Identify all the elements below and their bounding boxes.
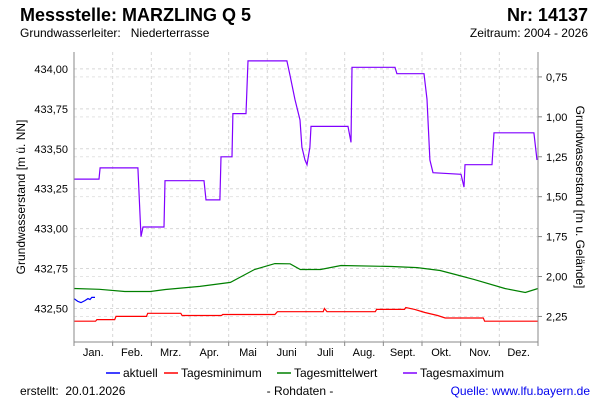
y2-tick-label: 1,00 <box>546 112 567 124</box>
series-line-tagesmaximum <box>74 60 538 237</box>
y-axis-label: Grundwasserstand [m ü. NN] <box>14 120 28 275</box>
y2-axis-label: Grundwasserstand [m u. Gelände] <box>573 106 587 289</box>
y2-tick-label: 1,75 <box>546 232 567 244</box>
aquifer-label: Grundwasserleiter: Niederterrasse <box>20 26 210 40</box>
x-tick-label: Juni <box>277 347 297 359</box>
axes: 432,50 432,75 433,00 433,25 433,50 433,75 434,… <box>34 52 567 359</box>
x-tick-label: Jan. <box>83 347 104 359</box>
y2-tick-label: 0,75 <box>546 72 567 84</box>
x-tick-label: Nov. <box>469 347 491 359</box>
x-tick-label: Okt. <box>431 347 451 359</box>
x-tick-label: Dez. <box>507 347 530 359</box>
y-tick-label: 433,50 <box>34 144 68 156</box>
x-tick-label: Feb. <box>121 347 143 359</box>
y-tick-label: 432,50 <box>34 303 68 315</box>
source-link[interactable]: Quelle: www.lfu.bayern.de <box>450 384 590 398</box>
legend-label: Tagesminimum <box>181 366 262 380</box>
y-tick-label: 432,75 <box>34 264 68 276</box>
series-lines <box>73 60 539 322</box>
period-label: Zeitraum: 2004 - 2026 <box>469 26 588 40</box>
y-tick-label: 433,75 <box>34 104 68 116</box>
legend-label: Tagesmaximum <box>420 366 504 380</box>
y-tick-label: 434,00 <box>34 64 68 76</box>
y2-tick-label: 2,25 <box>546 311 567 323</box>
series-line-tagesmittelwert <box>73 262 539 294</box>
x-tick-label: Juli <box>317 347 334 359</box>
x-tick-label: Sept. <box>390 347 416 359</box>
x-tick-label: Aug. <box>353 347 376 359</box>
created-date: erstellt: 20.01.2026 <box>20 384 126 398</box>
y2-tick-label: 2,00 <box>546 272 567 284</box>
y2-tick-label: 1,50 <box>546 192 567 204</box>
x-tick-label: Mrz. <box>160 347 181 359</box>
x-tick-label: Mai <box>239 347 257 359</box>
legend: aktuell Tagesminimum Tagesmittelwert Tagesm… <box>106 366 504 380</box>
y-tick-label: 433,00 <box>34 224 68 236</box>
legend-label: aktuell <box>123 366 158 380</box>
station-number: Nr: 14137 <box>506 5 588 25</box>
page-title: Messstelle: MARZLING Q 5 <box>20 5 252 25</box>
legend-label: Tagesmittelwert <box>294 366 378 380</box>
raw-data-note: - Rohdaten - <box>266 384 334 398</box>
series-line-aktuell <box>73 296 95 304</box>
y2-tick-label: 1,25 <box>546 152 567 164</box>
x-tick-label: Apr. <box>200 347 220 359</box>
grid <box>74 52 538 342</box>
series-line-tagesminimum <box>74 306 538 322</box>
y-tick-label: 433,25 <box>34 184 68 196</box>
